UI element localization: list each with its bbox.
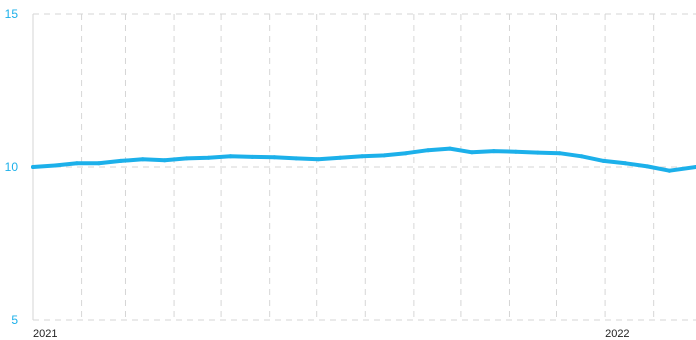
data-point: [74, 161, 79, 166]
data-point: [513, 149, 518, 154]
x-tick-label: 2021: [33, 328, 57, 340]
data-point: [228, 154, 233, 159]
data-point: [535, 150, 540, 155]
y-axis-tick-labels: 15 10 5: [5, 7, 19, 327]
x-tick-label: 2022: [605, 328, 629, 340]
data-point: [404, 151, 408, 156]
data-point: [338, 155, 343, 160]
y-tick-label: 15: [5, 7, 19, 21]
data-point: [162, 158, 167, 163]
y-tick-label: 5: [11, 313, 18, 327]
data-point: [184, 156, 189, 161]
data-point: [316, 157, 321, 162]
data-point: [469, 150, 474, 155]
data-point: [118, 158, 123, 163]
data-point: [52, 163, 57, 168]
data-point: [447, 146, 452, 151]
data-point: [294, 156, 299, 161]
data-point: [360, 154, 365, 159]
data-point: [31, 165, 35, 169]
data-point: [601, 158, 606, 163]
data-point: [557, 151, 562, 156]
data-point: [206, 155, 211, 160]
data-point: [426, 148, 430, 153]
data-point: [382, 153, 387, 158]
data-point: [250, 154, 255, 159]
data-point: [667, 168, 672, 173]
data-point: [272, 155, 277, 160]
data-point: [491, 149, 496, 154]
data-point: [96, 161, 101, 166]
series-layer: [31, 146, 696, 173]
data-point: [623, 161, 628, 166]
vertical-gridlines: [81, 14, 655, 320]
data-point: [579, 154, 584, 159]
data-point: [645, 164, 650, 169]
horizontal-gridlines: [33, 13, 696, 321]
data-point: [140, 157, 145, 162]
x-axis-tick-labels: 2021 2022: [33, 328, 630, 340]
y-tick-label: 10: [5, 160, 19, 174]
